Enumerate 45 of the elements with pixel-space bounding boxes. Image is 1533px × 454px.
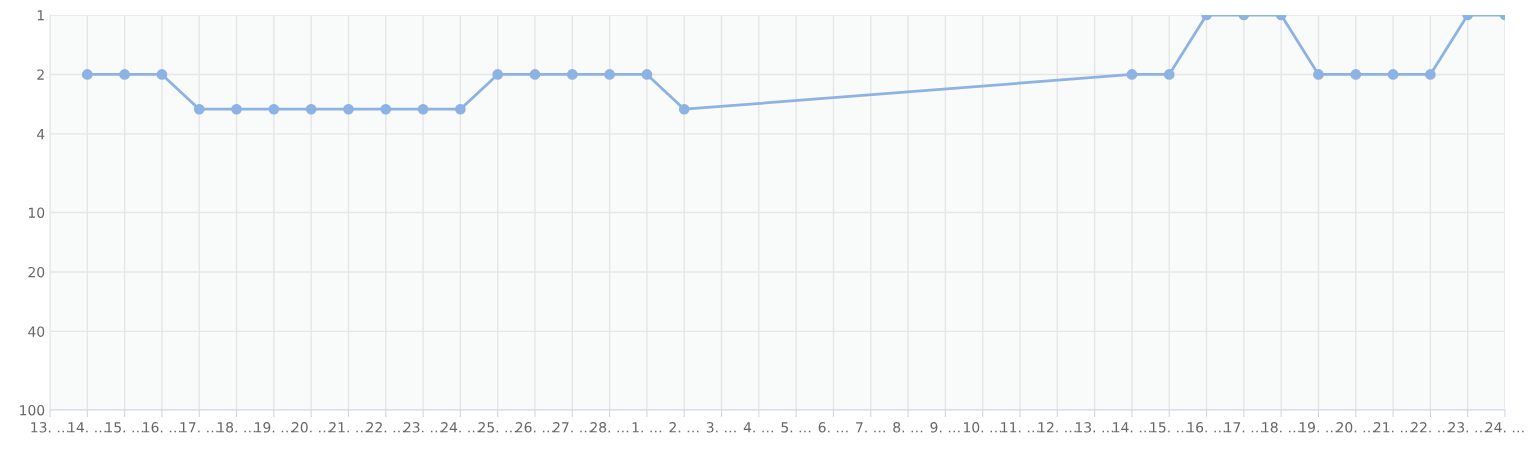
x-tick-label: 8. … (893, 422, 923, 433)
x-tick-label: 11. … (1001, 422, 1039, 433)
x-tick-label: 18. … (1262, 422, 1300, 433)
y-tick-label: 4 (36, 129, 45, 140)
x-tick-label: 21. … (1373, 422, 1412, 433)
x-tick-label: 12. … (1038, 422, 1076, 433)
y-tick-label: 1 (37, 10, 44, 21)
x-tick-label: 13. … (31, 422, 69, 433)
y-tick-label: 2 (37, 69, 44, 80)
x-tick-label: 24. … (1485, 422, 1524, 433)
x-tick-label: 26. … (515, 422, 554, 433)
x-tick-label: 10. … (964, 422, 1002, 433)
x-tick-label: 23. … (1448, 422, 1487, 433)
x-tick-label: 2. … (669, 422, 699, 433)
x-tick-label: 15. … (105, 422, 144, 433)
x-tick-label: 14. … (68, 422, 106, 433)
x-tick-label: 16. … (143, 422, 181, 433)
x-tick-label: 4. … (743, 422, 774, 433)
x-tick-label: 23. … (403, 422, 442, 433)
x-tick-label: 17. … (180, 422, 218, 433)
x-tick-label: 14. … (1113, 422, 1151, 433)
y-tick-label: 100 (20, 404, 45, 416)
x-tick-label: 1. … (632, 422, 662, 433)
x-tick-label: 28. … (590, 422, 629, 433)
x-tick-label: 20. … (291, 422, 330, 433)
y-tick-label: 10 (28, 207, 45, 218)
x-tick-label: 27. … (553, 422, 591, 433)
x-tick-label: 22. … (366, 422, 405, 433)
x-tick-label: 15. … (1150, 422, 1188, 433)
x-tick-label: 5. … (781, 422, 811, 433)
x-tick-label: 17. … (1225, 422, 1263, 433)
x-tick-label: 22. … (1411, 422, 1449, 433)
x-tick-label: 6. … (818, 422, 848, 433)
x-tick-label: 24. … (441, 422, 479, 433)
y-tick-label: 40 (28, 326, 45, 337)
x-tick-label: 16. … (1187, 422, 1226, 433)
x-tick-label: 9. … (930, 422, 960, 433)
x-tick-label: 25. … (478, 422, 517, 433)
x-tick-label: 3. … (706, 422, 736, 433)
x-tick-label: 19. … (255, 422, 293, 433)
x-tick-label: 18. … (217, 422, 256, 433)
x-tick-label: 7. … (856, 422, 885, 433)
y-tick-label: 20 (28, 266, 45, 278)
x-tick-label: 20. … (1336, 422, 1375, 433)
x-tick-label: 13. … (1075, 422, 1114, 433)
